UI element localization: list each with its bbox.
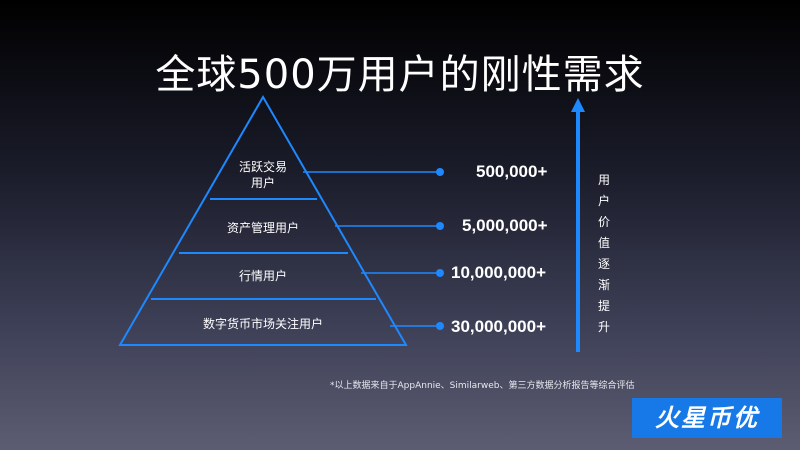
data-source-footnote: *以上数据来自于AppAnnie、Similarweb、第三方数据分析报告等综合… <box>330 381 635 391</box>
layer-label-market-data: 行情用户 <box>238 269 287 283</box>
value-axis-char: 值 <box>597 236 610 250</box>
count-active-traders: 500,000+ <box>476 162 548 181</box>
pyramid-outline <box>118 94 408 346</box>
connector-dot-1 <box>436 168 444 176</box>
connector-dot-2 <box>436 222 444 230</box>
layer-label-line: 活跃交易 <box>238 160 287 174</box>
value-axis-char: 渐 <box>597 278 610 292</box>
value-axis-char: 户 <box>597 194 610 208</box>
layer-label-line: 用户 <box>250 176 275 190</box>
value-arrow-head <box>571 98 585 112</box>
value-axis-char: 提 <box>597 299 610 313</box>
value-axis-char: 价 <box>597 215 610 229</box>
count-asset-management: 5,000,000+ <box>462 216 548 235</box>
count-crypto-market-watchers: 30,000,000+ <box>451 317 547 336</box>
layer-label-asset-management: 资产管理用户 <box>226 221 299 235</box>
slide-title: 全球500万用户的刚性需求 <box>155 52 645 98</box>
value-axis-char: 逐 <box>597 257 610 271</box>
brand-logo: 火星币优 <box>632 398 782 438</box>
connector-dot-4 <box>436 322 444 330</box>
layer-label-crypto-market-watchers: 数字货币市场关注用户 <box>202 317 323 331</box>
value-axis-char: 升 <box>597 320 610 334</box>
layer-label-active-traders: 活跃交易 用户 <box>163 159 363 191</box>
value-axis-label: 用 户 价 值 逐 渐 提 升 <box>597 170 611 338</box>
count-market-data: 10,000,000+ <box>451 263 547 282</box>
value-axis-char: 用 <box>597 173 610 187</box>
connector-dot-3 <box>436 269 444 277</box>
